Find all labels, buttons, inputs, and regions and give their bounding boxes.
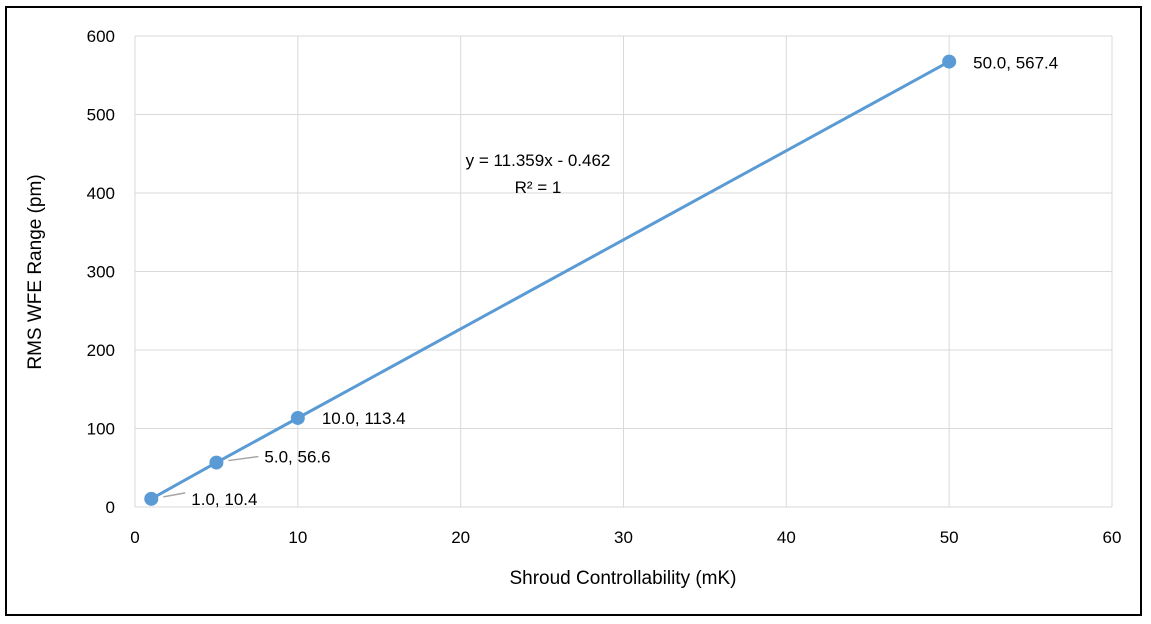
y-tick-label-2: 200 — [87, 341, 115, 360]
x-tick-label-1: 10 — [288, 528, 307, 547]
y-tick-label-6: 600 — [87, 27, 115, 46]
y-tick-label-4: 400 — [87, 184, 115, 203]
trendline-r-squared: R² = 1 — [515, 178, 562, 197]
data-label-3: 50.0, 567.4 — [973, 54, 1058, 73]
data-label-1: 5.0, 56.6 — [264, 448, 330, 467]
x-tick-label-5: 50 — [940, 528, 959, 547]
y-tick-label-5: 500 — [87, 106, 115, 125]
x-tick-labels: 0 10 20 30 40 50 60 — [130, 528, 1121, 547]
x-tick-label-4: 40 — [777, 528, 796, 547]
y-tick-label-1: 100 — [87, 420, 115, 439]
y-tick-label-0: 0 — [106, 498, 115, 517]
data-label-0: 1.0, 10.4 — [191, 490, 257, 509]
gridlines — [134, 35, 1113, 508]
data-series — [144, 54, 957, 506]
data-point-3 — [942, 54, 957, 69]
data-label-2: 10.0, 113.4 — [322, 409, 406, 428]
x-tick-label-0: 0 — [130, 528, 139, 547]
data-label-leader-0 — [163, 492, 186, 498]
y-tick-label-3: 300 — [87, 263, 115, 282]
chart-frame — [5, 6, 1142, 616]
data-labels: 1.0, 10.4 5.0, 56.6 10.0, 113.4 50.0, 567.4 — [163, 54, 1058, 509]
data-label-leader-1 — [228, 455, 259, 462]
y-axis-title: RMS WFE Range (pm) — [25, 174, 46, 369]
trendline-equation: y = 11.359x - 0.462 — [466, 151, 611, 170]
data-point-1 — [209, 455, 224, 470]
series-line-0 — [150, 60, 950, 501]
x-tick-label-3: 30 — [614, 528, 633, 547]
x-tick-label-6: 60 — [1103, 528, 1122, 547]
x-tick-label-2: 20 — [451, 528, 470, 547]
data-point-0 — [144, 491, 159, 506]
data-point-2 — [290, 410, 305, 425]
y-tick-labels: 0 100 200 300 400 500 600 — [87, 27, 115, 517]
x-axis-title: Shroud Controllability (mK) — [509, 568, 736, 589]
